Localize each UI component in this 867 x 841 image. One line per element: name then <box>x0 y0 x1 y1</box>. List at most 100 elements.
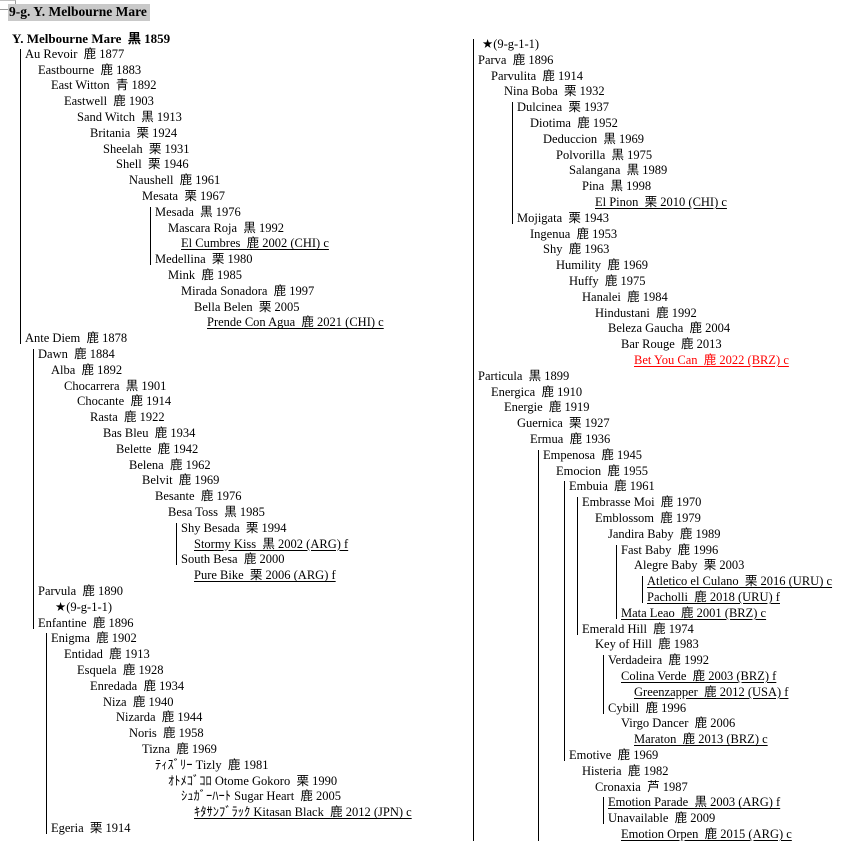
pedigree-row: Shell 栗 1946 <box>116 157 189 172</box>
pedigree-row: Shy Besada 栗 1994 <box>181 520 287 535</box>
pedigree-row[interactable]: Pure Bike 栗 2006 (ARG) f <box>194 568 336 583</box>
pedigree-row[interactable]: Greenzapper 鹿 2012 (USA) f <box>634 684 789 699</box>
tree-connector-line <box>616 544 617 619</box>
pedigree-row: Salangana 黒 1989 <box>569 163 668 178</box>
pedigree-row: Parva 鹿 1896 <box>478 52 554 67</box>
pedigree-row: Nizarda 鹿 1944 <box>116 710 203 725</box>
tree-connector-line <box>176 522 177 566</box>
pedigree-row[interactable]: ｷﾀｻﾝﾌﾞﾗｯｸ Kitasan Black 鹿 2012 (JPN) c <box>194 805 412 820</box>
pedigree-row[interactable]: Emotion Orpen 鹿 2015 (ARG) c <box>621 827 792 841</box>
pedigree-row: Ingenua 鹿 1953 <box>530 226 618 241</box>
pedigree-row: Embuia 鹿 1961 <box>569 479 655 494</box>
pedigree-row: Bar Rouge 鹿 2013 <box>621 337 722 352</box>
pedigree-row: Mink 鹿 1985 <box>168 268 242 282</box>
pedigree-row: Dawn 鹿 1884 <box>38 347 115 361</box>
pedigree-row: Jandira Baby 鹿 1989 <box>608 526 721 541</box>
tree-connector-line <box>46 633 47 834</box>
pedigree-row[interactable]: Colina Verde 鹿 2003 (BRZ) f <box>621 669 777 683</box>
pedigree-row: Hanalei 鹿 1984 <box>582 289 668 304</box>
pedigree-row: Emocion 鹿 1955 <box>556 463 649 478</box>
pedigree-row: Enigma 鹿 1902 <box>51 631 137 646</box>
pedigree-row: Emerald Hill 鹿 1974 <box>582 621 694 636</box>
pedigree-row: Deduccion 黒 1969 <box>543 131 645 146</box>
pedigree-row: Emblossom 鹿 1979 <box>595 511 701 525</box>
pedigree-row: Niza 鹿 1940 <box>103 694 174 709</box>
pedigree-row: Alba 鹿 1892 <box>51 362 123 377</box>
pedigree-row: Fast Baby 鹿 1996 <box>621 542 719 557</box>
pedigree-row[interactable]: Mata Leao 鹿 2001 (BRZ) c <box>621 605 767 620</box>
pedigree-row: Entidad 鹿 1913 <box>64 647 150 662</box>
tree-connector-line <box>603 797 604 825</box>
pedigree-row: Sheelah 栗 1931 <box>103 141 190 156</box>
pedigree-row: ｼｭｶﾞｰﾊｰﾄ Sugar Heart 鹿 2005 <box>181 789 342 804</box>
tree-connector-line <box>564 481 565 761</box>
pedigree-row: Cronaxia 芦 1987 <box>595 779 688 794</box>
pedigree-row: Belvit 鹿 1969 <box>142 473 220 488</box>
pedigree-row: Ermua 鹿 1936 <box>530 432 611 446</box>
pedigree-row: Cybill 鹿 1996 <box>608 700 687 715</box>
pedigree-row: Au Revoir 鹿 1877 <box>25 46 125 61</box>
pedigree-row: Belena 鹿 1962 <box>129 457 211 472</box>
pedigree-row: Empenosa 鹿 1945 <box>543 447 642 462</box>
pedigree-row: Huffy 鹿 1975 <box>569 274 646 288</box>
pedigree-row: Polvorilla 黒 1975 <box>556 147 653 162</box>
pedigree-row: Britania 栗 1924 <box>90 125 178 140</box>
pedigree-row: Alegre Baby 栗 2003 <box>634 558 745 573</box>
pedigree-row: Mascara Roja 黒 1992 <box>168 220 284 235</box>
pedigree-row: Humility 鹿 1969 <box>556 258 649 273</box>
tree-connector-line <box>577 497 578 635</box>
pedigree-row: Besa Toss 黒 1985 <box>168 505 265 519</box>
pedigree-row: Medellina 栗 1980 <box>155 252 253 267</box>
pedigree-row: Dulcinea 栗 1937 <box>517 100 609 115</box>
pedigree-row: Emotive 鹿 1969 <box>569 748 659 762</box>
page-title: 9-g. Y. Melbourne Mare <box>8 4 150 21</box>
tree-connector-line <box>642 576 643 603</box>
pedigree-row: Bas Bleu 鹿 1934 <box>103 426 196 440</box>
pedigree-row[interactable]: El Pinon 栗 2010 (CHI) c <box>595 195 727 209</box>
pedigree-row: Parvula 鹿 1890 <box>38 584 124 598</box>
pedigree-row: Energie 鹿 1919 <box>504 400 590 415</box>
pedigree-row: Ante Diem 鹿 1878 <box>25 331 128 346</box>
pedigree-row: Eastwell 鹿 1903 <box>64 94 154 109</box>
tree-connector-line <box>538 449 539 841</box>
pedigree-row[interactable]: Atletico el Culano 栗 2016 (URU) c <box>647 574 833 589</box>
pedigree-row[interactable]: Stormy Kiss 黒 2002 (ARG) f <box>194 536 349 551</box>
pedigree-row: Key of Hill 鹿 1983 <box>595 637 699 652</box>
pedigree-row: Mesata 栗 1967 <box>142 189 225 203</box>
pedigree-row[interactable]: Emotion Parade 黒 2003 (ARG) f <box>608 795 781 810</box>
pedigree-row[interactable]: Maraton 鹿 2013 (BRZ) c <box>634 732 768 747</box>
pedigree-row: Besante 鹿 1976 <box>155 489 242 504</box>
pedigree-row: Verdadeira 鹿 1992 <box>608 653 710 668</box>
pedigree-row: Beleza Gaucha 鹿 2004 <box>608 321 731 336</box>
pedigree-row: Mojigata 栗 1943 <box>517 210 610 225</box>
pedigree-row: Belette 鹿 1942 <box>116 441 199 456</box>
branch-reference-marker: ★(9-g-1-1) <box>55 599 113 614</box>
pedigree-row[interactable]: El Cumbres 鹿 2002 (CHI) c <box>181 236 329 251</box>
pedigree-row: Pina 黒 1998 <box>582 179 652 194</box>
pedigree-row: Chocante 鹿 1914 <box>77 394 172 409</box>
pedigree-row: Shy 鹿 1963 <box>543 242 610 257</box>
pedigree-row: Chocarrera 黒 1901 <box>64 378 167 393</box>
pedigree-row: Sand Witch 黒 1913 <box>77 110 182 124</box>
branch-reference-marker: ★(9-g-1-1) <box>482 37 540 51</box>
pedigree-row: Bella Belen 栗 2005 <box>194 299 300 314</box>
pedigree-row: Noris 鹿 1958 <box>129 726 204 741</box>
pedigree-row[interactable]: Pacholli 鹿 2018 (URU) f <box>647 590 780 604</box>
pedigree-row: Histeria 鹿 1982 <box>582 763 669 778</box>
pedigree-row[interactable]: Bet You Can 鹿 2022 (BRZ) c <box>634 353 789 367</box>
tree-connector-line <box>473 39 474 841</box>
pedigree-row: Diotima 鹿 1952 <box>530 116 618 130</box>
pedigree-row: Parvulita 鹿 1914 <box>491 68 584 83</box>
tree-connector-line <box>512 102 513 224</box>
pedigree-row: ｵﾄﾒｺﾞｺﾛ Otome Gokoro 栗 1990 <box>168 773 338 788</box>
pedigree-row[interactable]: Prende Con Agua 鹿 2021 (CHI) c <box>207 315 384 330</box>
tree-connector-line <box>150 206 151 266</box>
tree-connector-line <box>33 349 34 629</box>
pedigree-row: Eastbourne 鹿 1883 <box>38 62 142 77</box>
pedigree-row: Hindustani 鹿 1992 <box>595 305 697 320</box>
pedigree-row: Guernica 栗 1927 <box>517 416 610 431</box>
pedigree-row: South Besa 鹿 2000 <box>181 552 285 567</box>
pedigree-row: Naushell 鹿 1961 <box>129 173 221 188</box>
pedigree-row: Y. Melbourne Mare 黒 1859 <box>12 31 171 46</box>
